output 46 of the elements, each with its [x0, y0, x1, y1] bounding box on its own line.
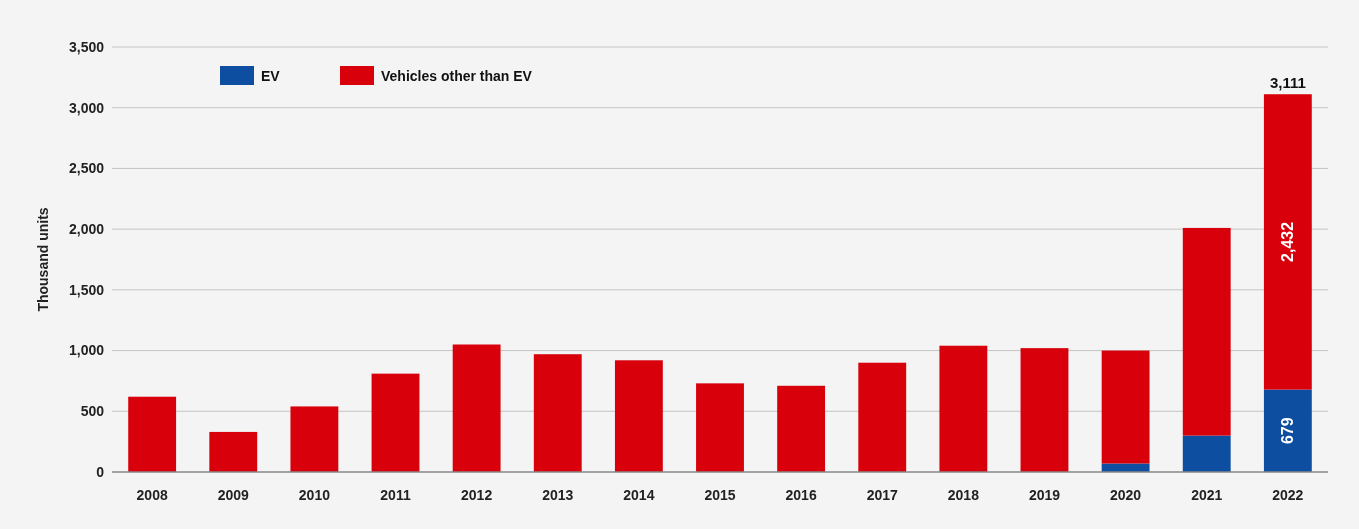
y-tick-label: 1,500 [68, 281, 105, 298]
y-tick-label: 500 [80, 403, 105, 420]
legend-label: EV [261, 67, 281, 84]
x-tick-label: 2009 [217, 487, 250, 503]
x-tick-label: 2022 [1272, 487, 1304, 503]
x-tick-label: 2008 [136, 487, 168, 503]
bar [614, 360, 663, 472]
bar [128, 396, 177, 472]
data-label: 2,432 [1279, 221, 1297, 262]
x-tick-label: 2012 [461, 487, 493, 503]
bar [939, 345, 988, 472]
bar [452, 344, 501, 472]
y-tick-label: 3,000 [68, 99, 105, 116]
x-tick-label: 2021 [1191, 487, 1223, 503]
bar [777, 385, 826, 472]
bar [1263, 389, 1312, 472]
total-label: 3,111 [1269, 74, 1306, 92]
x-tick-label: 2017 [866, 487, 899, 503]
bar [696, 383, 744, 472]
x-tick-label: 2013 [542, 487, 574, 503]
bar [1263, 94, 1312, 390]
y-tick-label: 3,500 [68, 38, 105, 55]
y-tick-label: 1,000 [68, 342, 105, 359]
x-tick-label: 2019 [1028, 487, 1061, 503]
y-tick-label: 2,500 [68, 160, 105, 177]
y-tick-label: 2,000 [68, 221, 105, 238]
y-axis-title: Thousand units [35, 207, 51, 312]
x-tick-label: 2014 [623, 487, 655, 503]
x-tick-label: 2010 [298, 487, 331, 503]
x-tick-label: 2018 [947, 487, 980, 503]
data-label: 679 [1279, 417, 1297, 445]
bar [209, 431, 258, 472]
x-tick-label: 2016 [785, 487, 817, 503]
bar [858, 362, 907, 472]
x-tick-label: 2020 [1110, 487, 1142, 503]
y-tick-label: 0 [96, 463, 105, 480]
bar [533, 354, 582, 472]
bar [1182, 435, 1231, 472]
x-tick-label: 2011 [380, 487, 411, 503]
bar [1182, 227, 1231, 436]
legend-label: Vehicles other than EV [381, 67, 533, 84]
x-tick-label: 2015 [704, 487, 736, 503]
bar [290, 406, 339, 472]
bar [371, 373, 420, 472]
bar [1101, 350, 1150, 464]
bar [1020, 348, 1069, 472]
